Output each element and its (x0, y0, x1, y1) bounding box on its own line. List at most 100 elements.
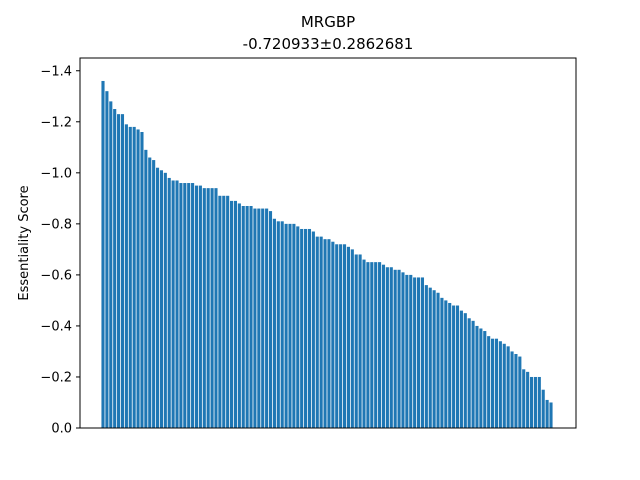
bar (526, 371, 530, 428)
bar (140, 132, 144, 428)
y-axis-label: Essentiality Score (17, 185, 32, 300)
bar (370, 262, 374, 428)
y-tick-label: −0.8 (40, 217, 72, 232)
bar (463, 313, 467, 428)
bar (541, 389, 545, 428)
bar (128, 126, 132, 429)
bar (440, 297, 444, 428)
bar (428, 287, 432, 428)
bar (350, 249, 354, 428)
bar (292, 223, 296, 428)
bar (163, 172, 167, 428)
bar (288, 223, 292, 428)
bar (416, 277, 421, 428)
bar (479, 328, 483, 428)
bar (155, 167, 160, 428)
bar (214, 188, 218, 428)
bar (331, 241, 335, 428)
bar (249, 206, 253, 428)
bar (265, 208, 269, 428)
bar (448, 302, 452, 428)
bar (444, 300, 448, 428)
bar (226, 195, 230, 428)
bar (393, 269, 397, 428)
bar (491, 338, 495, 428)
bar (194, 185, 199, 428)
bar (389, 267, 393, 428)
bar (366, 262, 370, 428)
bar (459, 310, 463, 428)
bar (253, 208, 257, 428)
bar (284, 223, 288, 428)
bar (385, 267, 389, 428)
bar (502, 343, 506, 428)
bar (268, 211, 273, 428)
bar (545, 399, 549, 428)
y-tick-label: −0.4 (40, 319, 72, 334)
y-axis-ticks: 0.0 −0.2 −0.4 −0.6 −0.8 −1.0 −1.2 −1.4 (40, 64, 80, 437)
bar (354, 254, 358, 428)
bar (432, 290, 436, 428)
bar (342, 244, 347, 428)
bar (483, 331, 487, 428)
bar (374, 262, 378, 428)
bar (401, 272, 405, 428)
bar (237, 203, 241, 428)
bar (144, 149, 148, 429)
bar (475, 325, 479, 428)
bar (148, 157, 152, 428)
bar (120, 114, 125, 428)
bar (487, 336, 491, 428)
bar (436, 292, 440, 428)
bar (339, 244, 343, 428)
bar (327, 239, 331, 428)
bar (494, 338, 499, 428)
bar (117, 114, 121, 428)
bar (280, 221, 284, 428)
bar (455, 305, 460, 428)
bar (222, 195, 226, 428)
bar (202, 188, 206, 428)
y-tick-label: −0.6 (40, 268, 72, 283)
bar (300, 228, 304, 428)
bar (405, 274, 409, 428)
bar (537, 376, 541, 428)
bar (319, 236, 323, 428)
bar (167, 177, 171, 428)
bar (241, 206, 245, 428)
bar (230, 200, 234, 428)
y-tick-label: 0.0 (51, 422, 72, 437)
bar (506, 346, 510, 428)
bar (409, 274, 413, 428)
bar (335, 244, 339, 428)
y-tick-label: −1.2 (40, 115, 72, 130)
bar (549, 402, 553, 428)
bar (518, 356, 522, 428)
bar (124, 124, 128, 428)
bar (296, 226, 300, 428)
bar (171, 180, 175, 428)
bar (346, 246, 350, 428)
bar (175, 180, 179, 428)
chart-title: MRGBP (301, 13, 355, 31)
bar (358, 254, 362, 428)
bar (187, 183, 191, 428)
bar (136, 129, 140, 428)
bar (510, 351, 514, 428)
bar (381, 264, 386, 428)
bar (378, 262, 382, 428)
bar (452, 305, 456, 428)
bar (533, 376, 537, 428)
bar (272, 218, 276, 428)
bar (132, 126, 136, 429)
bar (191, 183, 195, 428)
bar (101, 80, 105, 428)
bar (159, 170, 163, 428)
bar (397, 269, 401, 428)
bar (233, 200, 238, 428)
bars-group (101, 80, 553, 429)
y-tick-label: −1.4 (40, 64, 72, 79)
bar (183, 183, 187, 428)
bar (210, 188, 214, 428)
